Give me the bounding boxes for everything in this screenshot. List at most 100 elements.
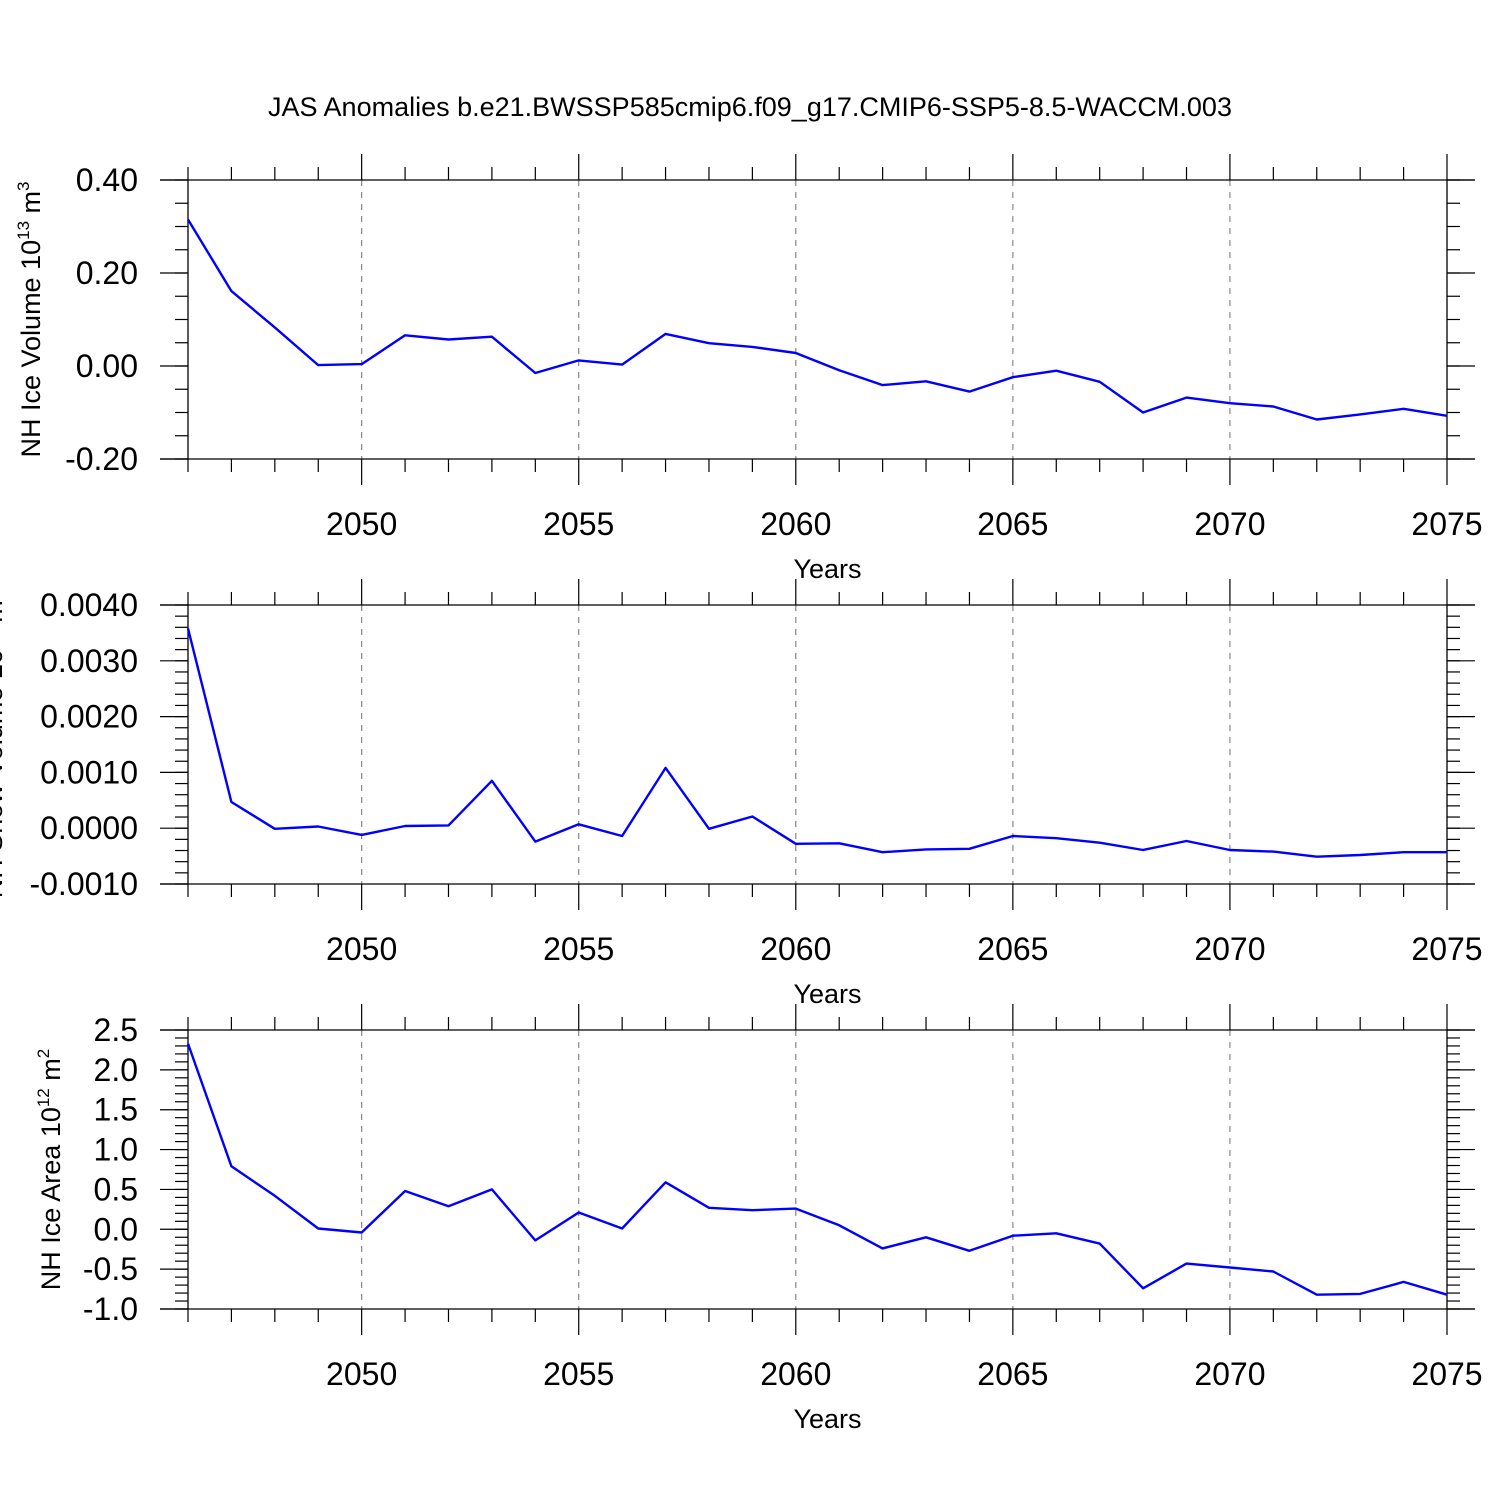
data-point: [491, 1188, 493, 1190]
data-point: [447, 338, 449, 340]
data-point: [317, 1227, 319, 1229]
data-point: [1446, 851, 1448, 853]
data-point: [317, 826, 319, 828]
y-axis-title-group: NH Snow Volume 1013 m3: [0, 591, 8, 899]
y-tick-label: -0.0010: [29, 866, 138, 902]
data-point: [578, 823, 580, 825]
data-point: [665, 333, 667, 335]
x-tick-label: 2060: [760, 1356, 831, 1392]
data-point: [795, 352, 797, 354]
y-axis-title: NH Ice Volume 1013 m3: [14, 182, 46, 458]
data-point: [1055, 370, 1057, 372]
y-tick-label: 2.5: [94, 1012, 138, 1048]
data-point: [1272, 1271, 1274, 1273]
data-point: [230, 290, 232, 292]
data-point: [1186, 397, 1188, 399]
series-line: [186, 1043, 1448, 1296]
data-point: [968, 848, 970, 850]
data-point: [578, 359, 580, 361]
data-point: [187, 627, 189, 629]
data-point: [1099, 842, 1101, 844]
x-tick-label: 2070: [1194, 931, 1265, 967]
data-point: [882, 851, 884, 853]
data-point: [361, 834, 363, 836]
data-point: [621, 835, 623, 837]
x-tick-label: 2055: [543, 1356, 614, 1392]
x-tick-label: 2075: [1411, 931, 1482, 967]
data-point: [1055, 1232, 1057, 1234]
data-point: [578, 1212, 580, 1214]
data-point: [708, 1207, 710, 1209]
data-point: [1229, 1267, 1231, 1269]
y-axis-title: NH Snow Volume 1013 m3: [0, 591, 8, 899]
y-tick-label: 0.0010: [40, 754, 138, 790]
figure-title: JAS Anomalies b.e21.BWSSP585cmip6.f09_g1…: [268, 92, 1232, 122]
data-point: [925, 848, 927, 850]
data-point: [404, 334, 406, 336]
data-point: [447, 1205, 449, 1207]
data-point: [838, 842, 840, 844]
data-point: [882, 1247, 884, 1249]
y-tick-label: 0.0030: [40, 643, 138, 679]
data-point: [1403, 1281, 1405, 1283]
data-point: [1186, 1263, 1188, 1265]
panels: -0.20 0.00 0.20 0.40 2050 2055 2060 2065 2070 207…: [0, 154, 1483, 1434]
data-point: [1229, 849, 1231, 851]
y-tick-label: 1.5: [94, 1092, 138, 1128]
data-point: [1229, 402, 1231, 404]
data-point: [1359, 413, 1361, 415]
x-tick-label: 2050: [326, 931, 397, 967]
x-tick-label: 2075: [1411, 506, 1482, 542]
data-point: [751, 346, 753, 348]
x-tick-label: 2050: [326, 506, 397, 542]
data-point: [751, 1209, 753, 1211]
x-tick-label: 2070: [1194, 506, 1265, 542]
data-point: [1099, 381, 1101, 383]
x-tick-label: 2065: [977, 1356, 1048, 1392]
data-point: [968, 391, 970, 393]
data-point: [534, 1239, 536, 1241]
y-tick-label: 0.20: [76, 255, 138, 291]
y-tick-label: 0.00: [76, 348, 138, 384]
y-tick-label: 0.0: [94, 1211, 138, 1247]
y-axis-title-group: NH Ice Area 1012 m2: [34, 1049, 66, 1290]
data-point: [447, 824, 449, 826]
data-point: [1359, 1293, 1361, 1295]
data-point: [968, 1250, 970, 1252]
data-point: [621, 1227, 623, 1229]
x-tick-label: 2050: [326, 1356, 397, 1392]
data-point: [925, 1236, 927, 1238]
data-point: [838, 1224, 840, 1226]
data-point: [665, 1181, 667, 1183]
data-point: [925, 380, 927, 382]
y-tick-label: 0.5: [94, 1171, 138, 1207]
data-point: [1055, 837, 1057, 839]
data-point: [1316, 856, 1318, 858]
data-point: [1316, 418, 1318, 420]
data-point: [1142, 849, 1144, 851]
panel-2: -0.0010 0.0000 0.0010 0.0020 0.0030 0.0040 205…: [0, 579, 1483, 1009]
panel-1: -0.20 0.00 0.20 0.40 2050 2055 2060 2065 2070 207…: [14, 154, 1483, 584]
data-point: [317, 364, 319, 366]
x-tick-label: 2060: [760, 931, 831, 967]
y-tick-label: -0.5: [83, 1251, 138, 1287]
data-point: [274, 326, 276, 328]
y-axis-title-group: NH Ice Volume 1013 m3: [14, 182, 46, 458]
data-point: [1446, 1294, 1448, 1296]
y-tick-label: -0.20: [65, 441, 138, 477]
data-point: [795, 1208, 797, 1210]
data-point: [361, 1231, 363, 1233]
y-tick-label: -1.0: [83, 1291, 138, 1327]
data-point: [1012, 1235, 1014, 1237]
data-point: [1403, 851, 1405, 853]
data-point: [665, 767, 667, 769]
x-tick-label: 2065: [977, 931, 1048, 967]
data-point: [1272, 851, 1274, 853]
data-point: [404, 1190, 406, 1192]
data-point: [1359, 854, 1361, 856]
data-point: [404, 825, 406, 827]
data-point: [1446, 415, 1448, 417]
data-point: [230, 1165, 232, 1167]
